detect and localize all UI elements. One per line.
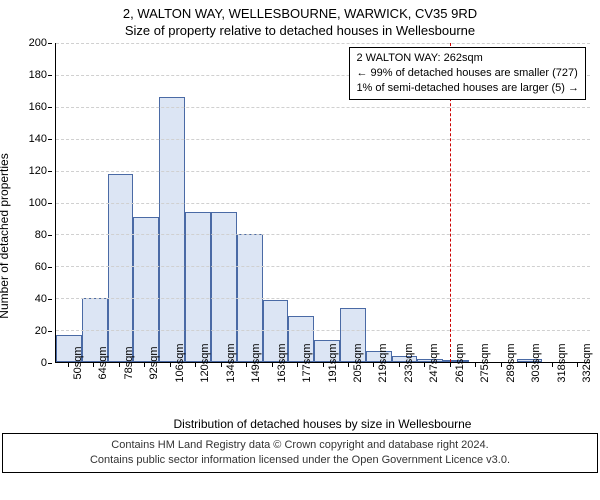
x-tick-label: 261sqm — [450, 343, 466, 382]
bar — [133, 217, 159, 362]
bar — [159, 97, 185, 362]
title-block: 2, WALTON WAY, WELLESBOURNE, WARWICK, CV… — [0, 0, 600, 38]
y-tick-label: 200 — [29, 37, 47, 49]
y-tick-label: 0 — [41, 357, 47, 369]
x-tick-label: 233sqm — [399, 343, 415, 382]
x-tick-label: 134sqm — [221, 343, 237, 382]
y-tick-label: 80 — [35, 229, 47, 241]
x-tick-label: 318sqm — [552, 343, 568, 382]
page-title-line1: 2, WALTON WAY, WELLESBOURNE, WARWICK, CV… — [0, 6, 600, 21]
legend-line: 2 WALTON WAY: 262sqm — [356, 51, 579, 66]
chart: Number of detached properties 0204060801… — [0, 38, 600, 433]
grid-line — [56, 107, 590, 108]
y-tick-mark — [48, 139, 52, 140]
y-tick-label: 100 — [29, 197, 47, 209]
y-tick-label: 40 — [35, 293, 47, 305]
y-tick-label: 60 — [35, 261, 47, 273]
y-axis-ticks: 020406080100120140160180200 — [0, 43, 52, 363]
x-tick-label: 247sqm — [424, 343, 440, 382]
grid-line — [56, 171, 590, 172]
x-tick-label: 191sqm — [323, 343, 339, 382]
y-tick-label: 120 — [29, 165, 47, 177]
footer-line-1: Contains HM Land Registry data © Crown c… — [3, 438, 597, 453]
plot-area: 2 WALTON WAY: 262sqm← 99% of detached ho… — [55, 43, 590, 363]
grid-line — [56, 43, 590, 44]
x-tick-label: 303sqm — [526, 343, 542, 382]
grid-line — [56, 330, 590, 331]
x-tick-label: 275sqm — [475, 343, 491, 382]
y-tick-label: 180 — [29, 69, 47, 81]
x-tick-label: 149sqm — [246, 343, 262, 382]
legend-box: 2 WALTON WAY: 262sqm← 99% of detached ho… — [349, 47, 586, 100]
grid-line — [56, 266, 590, 267]
y-tick-label: 20 — [35, 325, 47, 337]
y-tick-mark — [48, 331, 52, 332]
page-title-line2: Size of property relative to detached ho… — [0, 23, 600, 38]
x-tick-label: 177sqm — [297, 343, 313, 382]
grid-line — [56, 298, 590, 299]
y-tick-mark — [48, 267, 52, 268]
x-axis-title: Distribution of detached houses by size … — [55, 417, 590, 431]
y-tick-label: 160 — [29, 101, 47, 113]
y-tick-mark — [48, 171, 52, 172]
x-tick-label: 106sqm — [170, 343, 186, 382]
y-tick-mark — [48, 363, 52, 364]
x-tick-label: 50sqm — [68, 346, 84, 379]
footer-line-2: Contains public sector information licen… — [3, 453, 597, 468]
x-tick-label: 64sqm — [93, 346, 109, 379]
x-tick-label: 205sqm — [348, 343, 364, 382]
x-tick-label: 219sqm — [373, 343, 389, 382]
y-tick-mark — [48, 43, 52, 44]
x-tick-label: 120sqm — [195, 343, 211, 382]
x-tick-label: 92sqm — [144, 346, 160, 379]
grid-line — [56, 139, 590, 140]
y-tick-mark — [48, 107, 52, 108]
y-tick-label: 140 — [29, 133, 47, 145]
x-tick-label: 163sqm — [272, 343, 288, 382]
legend-line: 1% of semi-detached houses are larger (5… — [356, 81, 579, 96]
y-tick-mark — [48, 299, 52, 300]
x-tick-label: 289sqm — [501, 343, 517, 382]
y-tick-mark — [48, 75, 52, 76]
y-tick-mark — [48, 203, 52, 204]
footer-attribution: Contains HM Land Registry data © Crown c… — [2, 433, 598, 473]
x-tick-label: 78sqm — [119, 346, 135, 379]
grid-line — [56, 203, 590, 204]
grid-line — [56, 234, 590, 235]
y-tick-mark — [48, 235, 52, 236]
legend-line: ← 99% of detached houses are smaller (72… — [356, 66, 579, 81]
x-tick-label: 332sqm — [577, 343, 593, 382]
